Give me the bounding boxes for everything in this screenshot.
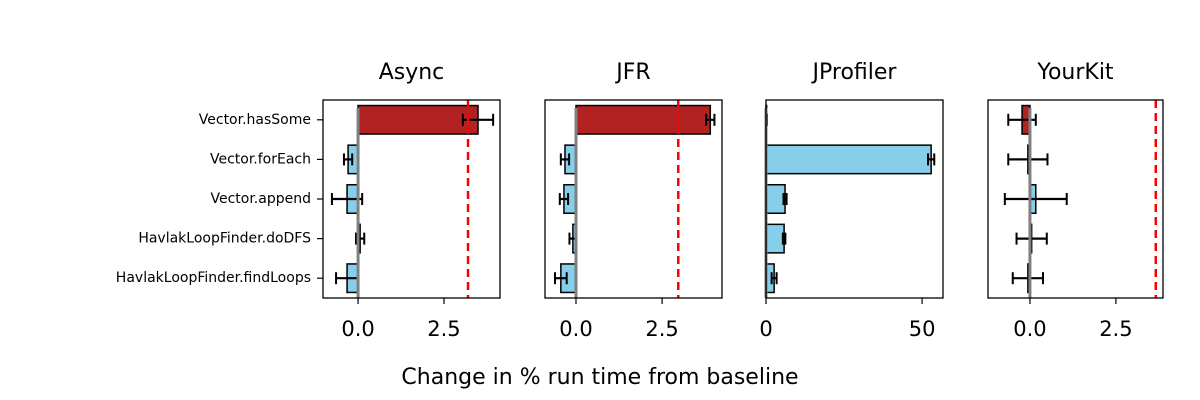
x-tick-label: 0.0 (1013, 317, 1046, 341)
x-tick-label: 50 (909, 317, 936, 341)
bar (765, 144, 932, 175)
x-tick-label: 0.0 (559, 317, 592, 341)
y-tick-label: HavlakLoopFinder.doDFS (138, 231, 311, 247)
x-tick-label: 2.5 (645, 317, 678, 341)
plot-frame (987, 99, 1164, 299)
plot-frame (765, 99, 944, 299)
bar (357, 104, 479, 135)
bar (575, 104, 712, 135)
bar (765, 223, 785, 254)
y-tick-label: HavlakLoopFinder.findLoops (116, 270, 311, 286)
panel-title: JFR (614, 60, 650, 85)
x-tick-label: 2.5 (427, 317, 460, 341)
x-axis-label: Change in % run time from baseline (401, 365, 798, 390)
plot-frame (544, 99, 723, 299)
x-tick-label: 0 (759, 317, 772, 341)
panel-title: Async (379, 60, 445, 85)
bar (765, 183, 786, 215)
y-tick-label: Vector.hasSome (199, 112, 311, 128)
plot-frame (322, 99, 501, 299)
panel-title: YourKit (1036, 60, 1114, 85)
panel-title: JProfiler (811, 60, 898, 85)
x-tick-label: 0.0 (341, 317, 374, 341)
y-tick-label: Vector.forEach (210, 151, 311, 167)
x-tick-label: 2.5 (1099, 317, 1132, 341)
y-tick-label: Vector.append (210, 191, 311, 207)
